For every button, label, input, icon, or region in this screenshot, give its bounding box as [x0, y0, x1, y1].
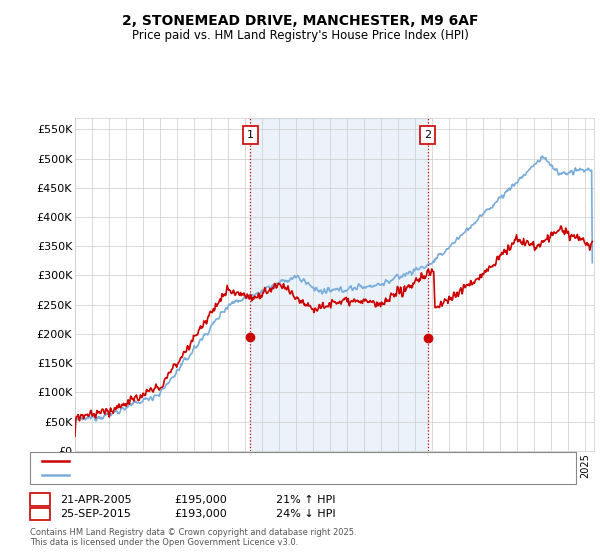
Text: 2: 2 — [424, 130, 431, 140]
Text: 21% ↑ HPI: 21% ↑ HPI — [276, 494, 335, 505]
Text: 24% ↓ HPI: 24% ↓ HPI — [276, 509, 335, 519]
Text: 25-SEP-2015: 25-SEP-2015 — [60, 509, 131, 519]
Text: 2, STONEMEAD DRIVE, MANCHESTER, M9 6AF: 2, STONEMEAD DRIVE, MANCHESTER, M9 6AF — [122, 14, 478, 28]
Text: Contains HM Land Registry data © Crown copyright and database right 2025.
This d: Contains HM Land Registry data © Crown c… — [30, 528, 356, 547]
Text: 1: 1 — [247, 130, 254, 140]
Text: £195,000: £195,000 — [174, 494, 227, 505]
Text: 2: 2 — [37, 509, 43, 519]
Text: 1: 1 — [37, 494, 43, 505]
Text: Price paid vs. HM Land Registry's House Price Index (HPI): Price paid vs. HM Land Registry's House … — [131, 29, 469, 42]
Bar — [250, 118, 428, 451]
Text: 21-APR-2005: 21-APR-2005 — [60, 494, 131, 505]
Text: HPI: Average price, detached house, Manchester: HPI: Average price, detached house, Manc… — [72, 470, 326, 480]
Text: £193,000: £193,000 — [174, 509, 227, 519]
Text: 2, STONEMEAD DRIVE, MANCHESTER, M9 6AF (detached house): 2, STONEMEAD DRIVE, MANCHESTER, M9 6AF (… — [72, 456, 404, 466]
